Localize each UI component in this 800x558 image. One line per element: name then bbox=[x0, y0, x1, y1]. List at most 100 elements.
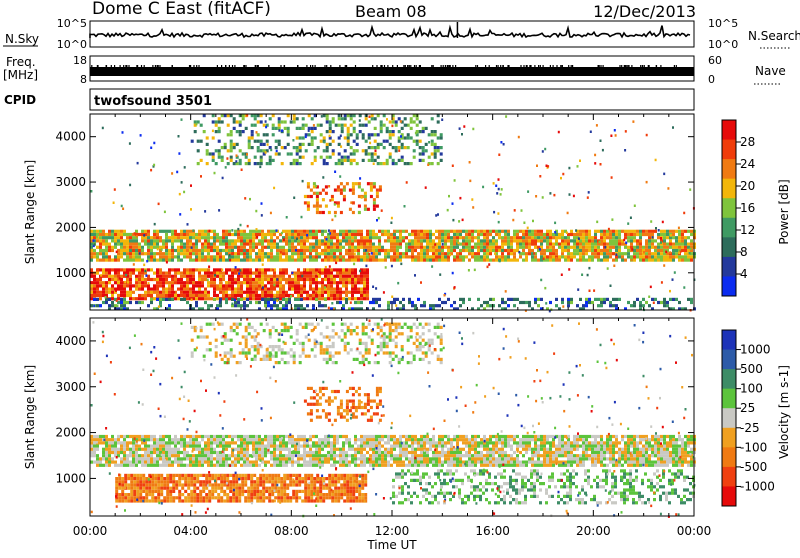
heatmap-scatter bbox=[127, 281, 129, 284]
heatmap-cell bbox=[336, 243, 339, 246]
heatmap-cell bbox=[360, 441, 363, 444]
heatmap-cell bbox=[345, 233, 348, 236]
heatmap-scatter bbox=[329, 265, 331, 268]
heatmap-cell bbox=[228, 441, 231, 444]
heatmap-cell bbox=[162, 445, 165, 448]
heatmap-cell bbox=[324, 278, 327, 281]
heatmap-cell bbox=[339, 288, 342, 291]
heatmap-cell bbox=[663, 259, 666, 262]
heatmap-cell bbox=[171, 288, 174, 291]
heatmap-cell bbox=[180, 298, 183, 301]
heatmap-cell bbox=[531, 255, 534, 258]
heatmap-cell bbox=[414, 259, 417, 262]
heatmap-cell bbox=[180, 438, 183, 441]
heatmap-cell bbox=[358, 182, 361, 185]
freq-noise-mark bbox=[297, 65, 298, 68]
heatmap-scatter bbox=[454, 286, 456, 289]
heatmap-cell bbox=[201, 255, 204, 258]
heatmap-cell bbox=[606, 252, 609, 255]
heatmap-cell bbox=[678, 239, 681, 242]
heatmap-cell bbox=[296, 146, 299, 149]
heatmap-cell bbox=[108, 438, 111, 441]
heatmap-cell bbox=[234, 268, 237, 271]
heatmap-cell bbox=[135, 457, 138, 460]
heatmap-cell bbox=[300, 454, 303, 457]
heatmap-cell bbox=[588, 230, 591, 233]
heatmap-scatter bbox=[587, 274, 589, 277]
heatmap-cell bbox=[189, 236, 192, 239]
heatmap-cell bbox=[429, 239, 432, 242]
heatmap-scatter bbox=[442, 243, 444, 246]
heatmap-cell bbox=[108, 268, 111, 271]
heatmap-cell bbox=[206, 152, 209, 155]
heatmap-cell bbox=[216, 252, 219, 255]
heatmap-cell bbox=[258, 284, 261, 287]
heatmap-cell bbox=[351, 288, 354, 291]
heatmap-cell bbox=[543, 252, 546, 255]
heatmap-cell bbox=[135, 297, 138, 300]
heatmap-cell bbox=[234, 435, 237, 438]
heatmap-cell bbox=[192, 259, 195, 262]
heatmap-cell bbox=[420, 239, 423, 242]
heatmap-cell bbox=[120, 461, 123, 464]
freq-noise-mark bbox=[621, 65, 622, 68]
heatmap-cell bbox=[195, 461, 198, 464]
heatmap-cell bbox=[316, 211, 319, 214]
heatmap-scatter bbox=[562, 305, 564, 308]
heatmap-cell bbox=[192, 435, 195, 438]
heatmap-cell bbox=[438, 435, 441, 438]
heatmap-cell bbox=[405, 448, 408, 451]
heatmap-cell bbox=[660, 252, 663, 255]
heatmap-scatter bbox=[308, 129, 310, 132]
heatmap-cell bbox=[381, 230, 384, 233]
heatmap-cell bbox=[432, 246, 435, 249]
heatmap-cell bbox=[663, 239, 666, 242]
heatmap-cell bbox=[258, 441, 261, 444]
heatmap-cell bbox=[123, 230, 126, 233]
heatmap-cell bbox=[159, 284, 162, 287]
heatmap-scatter bbox=[581, 274, 583, 277]
heatmap-cell bbox=[486, 233, 489, 236]
heatmap-cell bbox=[423, 457, 426, 460]
heatmap-cell bbox=[363, 457, 366, 460]
heatmap-cell bbox=[345, 464, 348, 467]
heatmap-cell bbox=[522, 301, 525, 304]
heatmap-cell bbox=[387, 252, 390, 255]
heatmap-cell bbox=[489, 252, 492, 255]
heatmap-cell bbox=[504, 239, 507, 242]
heatmap-cell bbox=[325, 205, 328, 208]
heatmap-cell bbox=[378, 230, 381, 233]
heatmap-cell bbox=[540, 252, 543, 255]
heatmap-scatter bbox=[331, 302, 333, 305]
heatmap-cell bbox=[231, 255, 234, 258]
heatmap-cell bbox=[567, 246, 570, 249]
heatmap-cell bbox=[438, 243, 441, 246]
heatmap-cell bbox=[489, 249, 492, 252]
freq-noise-mark bbox=[543, 65, 544, 68]
freq-label-line2: [MHz] bbox=[3, 68, 38, 82]
heatmap-cell bbox=[606, 243, 609, 246]
heatmap-cell bbox=[291, 236, 294, 239]
freq-noise-mark bbox=[485, 65, 486, 68]
heatmap-scatter bbox=[122, 131, 124, 134]
heatmap-cell bbox=[231, 441, 234, 444]
heatmap-cell bbox=[351, 249, 354, 252]
heatmap-cell bbox=[150, 246, 153, 249]
heatmap-cell bbox=[171, 298, 174, 301]
heatmap-cell bbox=[531, 243, 534, 246]
heatmap-cell bbox=[351, 294, 354, 297]
heatmap-cell bbox=[212, 136, 215, 139]
heatmap-cell bbox=[342, 233, 345, 236]
heatmap-cell bbox=[396, 457, 399, 460]
heatmap-cell bbox=[300, 438, 303, 441]
heatmap-cell bbox=[363, 252, 366, 255]
heatmap-scatter bbox=[339, 175, 341, 178]
heatmap-cell bbox=[227, 124, 230, 127]
heatmap-cell bbox=[408, 255, 411, 258]
heatmap-cell bbox=[218, 149, 221, 152]
heatmap-cell bbox=[299, 143, 302, 146]
heatmap-cell bbox=[690, 243, 693, 246]
heatmap-cell bbox=[630, 239, 633, 242]
heatmap-cell bbox=[249, 301, 252, 304]
heatmap-cell bbox=[291, 454, 294, 457]
